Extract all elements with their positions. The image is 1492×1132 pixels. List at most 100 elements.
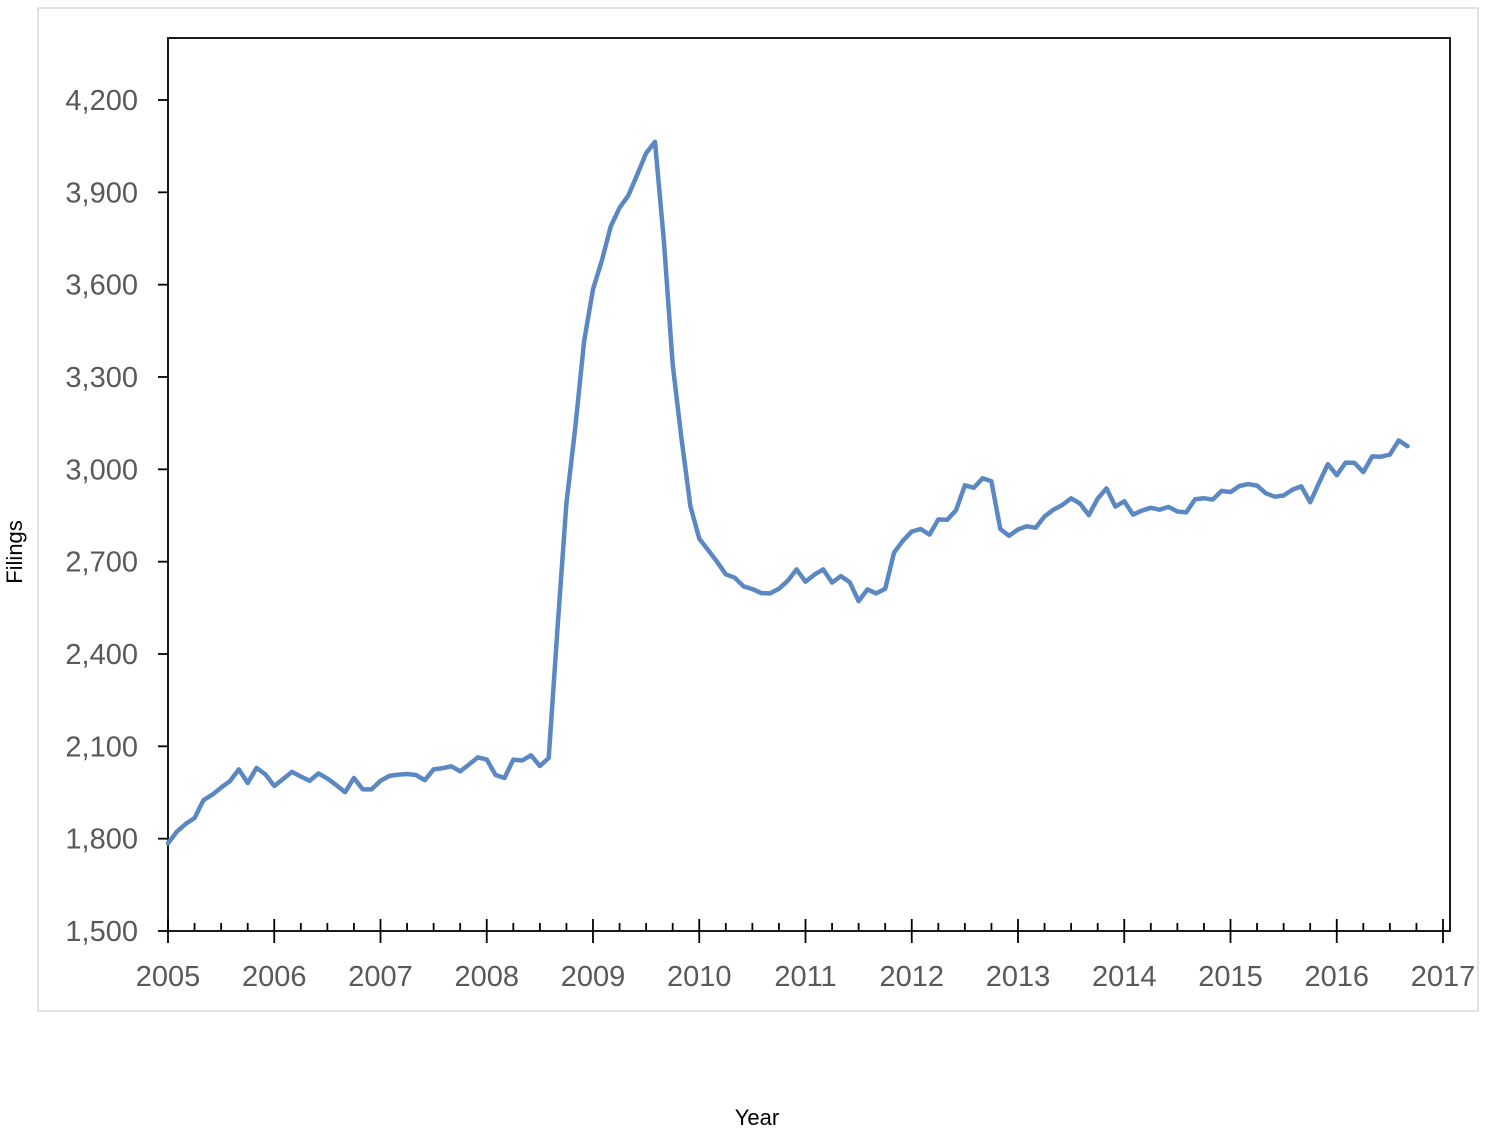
data-point (273, 785, 275, 787)
data-point (663, 239, 665, 241)
data-point (760, 592, 762, 594)
data-point (787, 580, 789, 582)
x-axis: 2005 2006 2007 2008 2009 2010 2011 2012 2013 2014… (136, 919, 1475, 993)
data-point (486, 759, 488, 761)
data-point (548, 757, 550, 759)
data-point (1371, 455, 1373, 457)
data-point (574, 426, 576, 428)
data-point (1168, 506, 1169, 508)
y-axis: 1,500 1,800 2,100 2,400 2,700 3,000 3,300 3,600… (65, 85, 168, 948)
data-point (1061, 504, 1063, 506)
x-axis-title: Year (735, 1105, 779, 1130)
data-point (1265, 492, 1267, 494)
data-point (813, 574, 815, 576)
data-point (1292, 489, 1293, 491)
data-point (858, 600, 860, 602)
data-point (1327, 463, 1329, 465)
data-point (716, 561, 718, 563)
data-point (1362, 471, 1364, 473)
data-point (1132, 514, 1134, 516)
data-point (1159, 509, 1161, 511)
data-points (167, 141, 1409, 844)
x-tick-label: 2015 (1198, 961, 1263, 993)
x-tick-label: 2005 (136, 961, 201, 993)
x-tick-label: 2012 (879, 961, 944, 993)
data-point (681, 438, 682, 440)
data-point (229, 780, 231, 782)
y-tick-label: 3,300 (65, 362, 138, 394)
data-point (1274, 496, 1276, 498)
data-point (1300, 485, 1302, 487)
data-point (557, 626, 559, 628)
data-point (371, 788, 373, 790)
data-point (1230, 491, 1231, 493)
data-point (1097, 498, 1099, 500)
data-point (999, 528, 1001, 530)
y-axis-title: Filings (2, 520, 27, 584)
data-point (769, 592, 771, 594)
data-point (911, 531, 913, 532)
data-point (477, 756, 479, 758)
data-point (1380, 456, 1382, 458)
data-point (990, 480, 992, 482)
data-point (1212, 499, 1214, 500)
data-point (654, 141, 656, 143)
data-point (1389, 454, 1391, 456)
data-point (397, 774, 399, 776)
data-point (202, 799, 204, 801)
data-point (884, 588, 886, 590)
data-point (805, 581, 806, 583)
data-point (743, 585, 744, 587)
data-point (1194, 498, 1196, 500)
data-point (1123, 500, 1125, 502)
data-point (1203, 497, 1205, 499)
data-point (1141, 510, 1143, 512)
data-point (1238, 485, 1240, 487)
data-point (707, 549, 709, 551)
y-tick-label: 1,500 (65, 916, 138, 948)
data-point (902, 540, 904, 542)
data-point (459, 770, 461, 772)
data-point (796, 568, 798, 570)
data-point (1256, 485, 1258, 487)
data-point (362, 788, 364, 790)
y-tick-label: 2,400 (65, 639, 138, 671)
data-point (822, 568, 824, 570)
data-point (495, 774, 497, 776)
data-point (406, 773, 408, 775)
data-point (256, 767, 257, 769)
data-point (282, 778, 284, 780)
data-point (291, 771, 293, 773)
data-point (326, 778, 328, 780)
data-point (167, 842, 169, 844)
x-tick-label: 2008 (454, 961, 519, 993)
data-point (247, 782, 249, 784)
data-point (504, 777, 505, 779)
data-point (433, 768, 435, 770)
data-point (521, 760, 523, 761)
data-point (1052, 509, 1054, 511)
y-tick-label: 3,900 (65, 177, 138, 209)
data-point (1044, 515, 1046, 517)
data-point (264, 773, 266, 775)
data-point (778, 588, 780, 590)
data-point (318, 772, 319, 774)
data-point (442, 767, 443, 769)
data-point (592, 288, 594, 290)
data-point (610, 226, 612, 227)
y-tick-label: 4,200 (65, 85, 138, 117)
data-point (893, 552, 895, 554)
data-point (1035, 527, 1037, 529)
data-point (929, 534, 930, 536)
data-point (565, 503, 567, 504)
data-point (725, 573, 727, 575)
data-point (672, 364, 674, 366)
x-tick-label: 2014 (1092, 961, 1157, 993)
data-point (300, 776, 302, 777)
x-tick-label: 2011 (774, 961, 836, 993)
data-point (1345, 462, 1347, 464)
data-point (849, 581, 851, 583)
data-point (220, 787, 222, 789)
data-point (1070, 497, 1072, 499)
